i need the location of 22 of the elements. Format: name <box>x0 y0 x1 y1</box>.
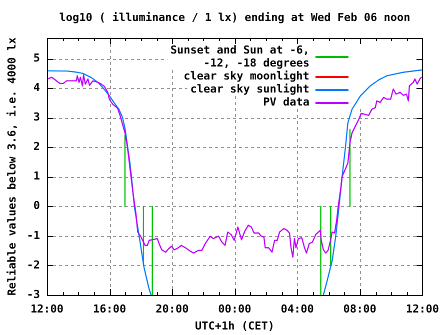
y-tick-label: 0 <box>33 199 40 212</box>
y-tick-label: 4 <box>33 81 40 94</box>
legend-label: clear sky sunlight <box>190 82 310 96</box>
y-tick-label: -1 <box>26 228 40 242</box>
y-tick-label: 2 <box>33 140 40 154</box>
y-tick-label: -2 <box>26 258 40 272</box>
legend-label: PV data <box>263 95 310 108</box>
x-tick-label: 16:00 <box>93 302 126 316</box>
chart-title: log10 ( illuminance / 1 lx) ending at Wed Feb 06 noon <box>59 10 410 24</box>
legend-label: clear sky moonlight <box>184 69 310 82</box>
x-tick-label: 20:00 <box>156 302 189 316</box>
y-tick-label: 3 <box>33 110 40 124</box>
x-tick-label: 00:00 <box>218 302 252 316</box>
x-tick-label: 04:00 <box>280 302 314 316</box>
y-axis-title: Reliable values below 3.6, i.e. 4000 lx <box>5 36 18 296</box>
y-tick-label: 5 <box>33 52 40 65</box>
x-axis-title: UTC+1h (CET) <box>194 319 274 332</box>
y-tick-label: -3 <box>26 288 40 301</box>
x-tick-label: 12:00 <box>30 302 64 316</box>
x-tick-label: 12:00 <box>406 302 440 316</box>
y-tick-label: 1 <box>33 170 40 183</box>
x-tick-label: 08:00 <box>343 302 376 316</box>
